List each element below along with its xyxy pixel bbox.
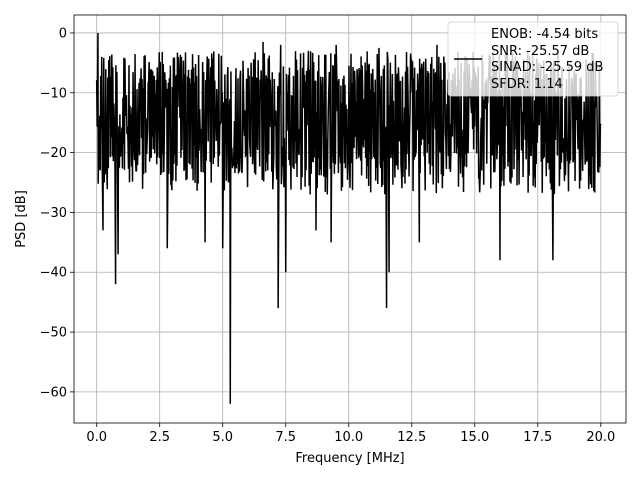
psd-series-line	[95, 32, 602, 404]
legend: ENOB: -4.54 bits SNR: -25.57 dB SINAD: -…	[447, 21, 619, 97]
legend-box	[447, 21, 619, 97]
y-tick-label: −60	[40, 385, 67, 400]
y-tick-label: −30	[40, 206, 67, 221]
legend-entry-enob: ENOB: -4.54 bits	[491, 27, 598, 42]
legend-entry-sfdr: SFDR: 1.14	[491, 77, 563, 92]
x-tick-label: 0.0	[86, 430, 107, 445]
legend-entry-snr: SNR: -25.57 dB	[491, 44, 589, 59]
y-tick-label: −50	[40, 326, 67, 341]
x-tick-label: 20.0	[586, 430, 615, 445]
y-tick-label: −40	[40, 266, 67, 281]
x-tick-label: 15.0	[460, 430, 489, 445]
x-axis-label: Frequency [MHz]	[295, 451, 404, 466]
x-tick-label: 7.5	[275, 430, 296, 445]
x-axis-ticks: 0.0 2.5 5.0 7.5 10.0 12.5 15.0 17.5 20.0	[86, 423, 615, 445]
x-tick-label: 12.5	[397, 430, 426, 445]
y-axis-ticks: 0 −10 −20 −30 −40 −50 −60	[40, 26, 74, 400]
x-tick-label: 17.5	[523, 430, 552, 445]
y-axis-label: PSD [dB]	[14, 190, 29, 248]
axes-frame	[73, 14, 627, 424]
y-tick-label: −20	[40, 146, 67, 161]
x-tick-label: 5.0	[212, 430, 233, 445]
y-tick-label: −10	[40, 86, 67, 101]
plot-area	[95, 32, 602, 404]
y-tick-label: 0	[59, 26, 67, 41]
legend-entry-sinad: SINAD: -25.59 dB	[491, 60, 603, 75]
x-tick-label: 2.5	[149, 430, 170, 445]
x-tick-label: 10.0	[334, 430, 363, 445]
